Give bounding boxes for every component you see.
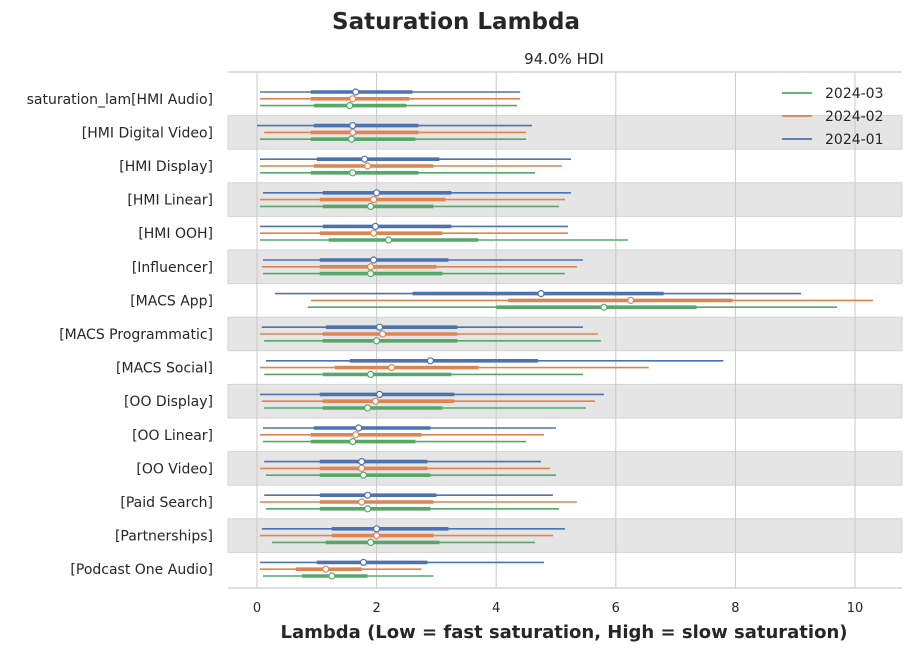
median-point — [364, 404, 372, 412]
legend-entry: 2024-03 — [825, 86, 884, 102]
legend-entry: 2024-01 — [825, 132, 884, 148]
median-point — [373, 189, 381, 197]
chart-subtitle: 94.0% HDI — [524, 50, 604, 68]
median-point — [322, 565, 330, 573]
median-point — [375, 323, 384, 331]
median-point — [355, 424, 363, 432]
y-tick-label: [MACS Social] — [116, 361, 213, 377]
median-point — [367, 202, 375, 210]
median-point — [361, 155, 369, 163]
y-tick-label: [Influencer] — [132, 260, 213, 276]
median-point — [426, 357, 435, 365]
y-tick-label: [Podcast One Audio] — [70, 562, 213, 578]
median-point — [378, 330, 387, 338]
median-point — [367, 270, 375, 278]
median-point — [349, 438, 357, 446]
median-point — [349, 95, 357, 103]
y-tick-label: [OO Video] — [136, 461, 213, 477]
legend: 2024-03 2024-02 2024-01 — [782, 86, 884, 148]
median-point — [375, 390, 384, 398]
median-point — [384, 236, 393, 244]
y-tick-label: [MACS App] — [130, 293, 213, 309]
y-tick-label: [Paid Search] — [120, 495, 213, 511]
median-point — [359, 471, 368, 479]
median-point — [373, 525, 381, 533]
median-point — [358, 498, 366, 506]
x-tick-labels: 0 2 4 6 8 10 — [253, 601, 863, 616]
y-tick-label: [HMI Linear] — [127, 193, 213, 209]
legend-entry: 2024-02 — [825, 109, 884, 125]
median-point — [359, 558, 368, 567]
median-point — [346, 101, 354, 110]
median-point — [349, 128, 357, 136]
median-point — [370, 196, 378, 204]
chart-title: Saturation Lambda — [332, 9, 580, 35]
median-point — [370, 229, 378, 237]
median-point — [537, 290, 545, 298]
median-point — [387, 364, 396, 372]
y-tick-label: [OO Display] — [124, 394, 213, 410]
median-point — [358, 458, 366, 466]
median-point — [347, 135, 356, 143]
x-tick-label: 10 — [847, 601, 864, 616]
median-point — [600, 303, 608, 311]
median-point — [358, 464, 366, 472]
median-point — [367, 370, 375, 378]
median-point — [373, 531, 381, 540]
interval-marks — [257, 88, 873, 580]
axes — [228, 71, 902, 589]
y-tick-label: [HMI Digital Video] — [82, 125, 213, 141]
x-tick-label: 2 — [372, 601, 380, 616]
median-point — [352, 431, 360, 439]
median-point — [349, 121, 357, 130]
x-axis-label: Lambda (Low = fast saturation, High = sl… — [281, 622, 848, 643]
median-point — [371, 397, 380, 405]
median-point — [370, 256, 378, 264]
median-point — [367, 538, 375, 547]
median-point — [367, 263, 375, 271]
median-point — [627, 296, 635, 304]
row-band — [227, 451, 903, 486]
median-point — [352, 88, 360, 96]
x-tick-label: 6 — [612, 601, 620, 616]
median-point — [328, 572, 336, 580]
x-tick-label: 8 — [731, 601, 739, 616]
median-point — [371, 222, 380, 230]
median-point — [364, 162, 372, 170]
y-tick-label: [Partnerships] — [115, 529, 213, 545]
median-point — [364, 491, 372, 499]
x-tick-label: 0 — [253, 601, 261, 616]
y-tick-labels: saturation_lam[HMI Audio] [HMI Digital Vi… — [27, 92, 213, 578]
median-point — [364, 505, 372, 513]
x-tick-label: 4 — [492, 601, 500, 616]
y-tick-label: [MACS Programmatic] — [59, 327, 213, 343]
y-tick-label: [HMI Display] — [119, 159, 213, 175]
y-tick-label: [OO Linear] — [132, 428, 213, 444]
y-tick-label: saturation_lam[HMI Audio] — [27, 92, 213, 108]
y-tick-label: [HMI OOH] — [138, 226, 213, 242]
median-point — [349, 169, 357, 177]
median-point — [373, 337, 381, 345]
